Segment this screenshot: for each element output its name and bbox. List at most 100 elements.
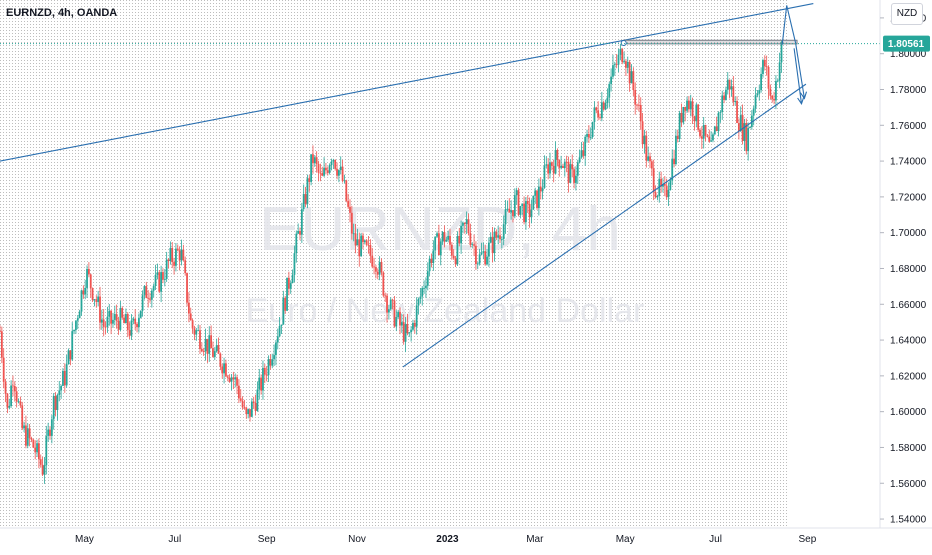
candle-body: [230, 377, 233, 382]
candle-body: [480, 252, 483, 255]
candle-body: [515, 190, 518, 196]
price-tick-label: 1.62000: [890, 371, 927, 382]
candle-body: [321, 173, 324, 176]
candle-body: [434, 236, 437, 251]
candle-body: [419, 296, 422, 299]
candle-body: [528, 203, 531, 218]
candle-body: [49, 429, 51, 436]
price-tick-label: 1.76000: [890, 121, 927, 132]
candle-body: [525, 200, 527, 223]
candle-body: [23, 425, 25, 429]
candle-body: [654, 192, 657, 198]
candle-body: [171, 247, 174, 263]
candle-body: [50, 419, 53, 436]
candle-body: [671, 158, 674, 181]
candle-body: [508, 208, 511, 213]
time-scale-background[interactable]: [0, 528, 932, 550]
trendline-lower: [402, 83, 807, 368]
candle-body: [423, 287, 425, 289]
candle-body: [652, 168, 655, 193]
candle-body: [482, 251, 485, 253]
projection-arrowhead: [799, 91, 808, 100]
candle-body: [437, 233, 440, 256]
candle-body: [778, 62, 781, 81]
candle-body: [754, 95, 757, 109]
candle-body: [200, 349, 203, 352]
candle-body: [556, 150, 559, 160]
candle-body: [563, 161, 566, 168]
candle-body: [558, 159, 561, 168]
candle-body: [295, 233, 298, 254]
price-scale-background[interactable]: [880, 0, 932, 528]
candle-body: [449, 235, 451, 245]
candle-body: [165, 259, 168, 279]
candle-body: [280, 324, 283, 327]
candle-body: [695, 104, 698, 122]
candle-body: [86, 268, 88, 288]
candle-body: [517, 190, 520, 215]
candle-body: [37, 443, 40, 460]
candle-body: [628, 61, 631, 84]
candle-body: [465, 219, 468, 225]
candle-body: [406, 323, 409, 334]
candle-body: [545, 164, 548, 166]
candle-body: [699, 129, 701, 137]
candle-body: [436, 233, 438, 237]
candle-body: [32, 439, 35, 448]
candle-body: [730, 86, 733, 90]
candle-body: [145, 286, 148, 298]
candle-body: [213, 351, 216, 357]
candle-body: [580, 150, 583, 158]
current-price-label: 1.80561: [888, 39, 925, 50]
candle-body: [10, 385, 13, 406]
candle-body: [206, 338, 209, 354]
candle-body: [130, 320, 133, 336]
candle-body: [19, 401, 22, 406]
candle-body: [300, 209, 303, 235]
candle-body: [571, 164, 574, 170]
candle-body: [332, 159, 335, 162]
price-tick-label: 1.64000: [890, 336, 927, 347]
watermark-description: Euro / New Zealand Dollar: [246, 292, 645, 330]
candle-body: [215, 345, 218, 352]
candle-body: [750, 115, 753, 127]
candle-body: [430, 258, 433, 263]
candle-body: [502, 224, 505, 240]
currency-selector[interactable]: NZD: [891, 3, 923, 25]
candle-body: [356, 239, 359, 246]
candle-body: [613, 64, 616, 66]
candle-body: [104, 326, 107, 328]
candle-body: [299, 231, 301, 235]
candle-body: [552, 165, 555, 174]
candle-body: [276, 336, 279, 343]
candle-body: [600, 102, 603, 119]
candle-body: [267, 359, 270, 376]
candle-body: [560, 165, 563, 168]
candle-body: [410, 329, 413, 333]
candle-body: [2, 357, 5, 382]
candle-body: [362, 235, 364, 243]
candle-body: [186, 273, 188, 303]
candle-body: [245, 407, 248, 415]
candle-body: [286, 277, 288, 311]
candle-body: [80, 290, 83, 312]
candle-body: [619, 49, 622, 55]
candle-body: [289, 283, 292, 289]
candle-body: [606, 97, 609, 103]
candle-body: [252, 401, 255, 404]
candle-body: [312, 154, 314, 164]
candle-body: [602, 102, 605, 110]
candle-body: [234, 377, 237, 380]
candle-body: [643, 135, 646, 145]
candle-body: [89, 274, 92, 289]
candle-body: [737, 123, 740, 132]
candle-body: [384, 295, 387, 297]
candle-body: [662, 183, 664, 187]
candle-body: [775, 81, 777, 101]
candle-body: [680, 112, 683, 123]
candle-body: [212, 348, 214, 357]
candle-body: [399, 311, 401, 326]
price-tick-label: 1.56000: [890, 479, 927, 490]
